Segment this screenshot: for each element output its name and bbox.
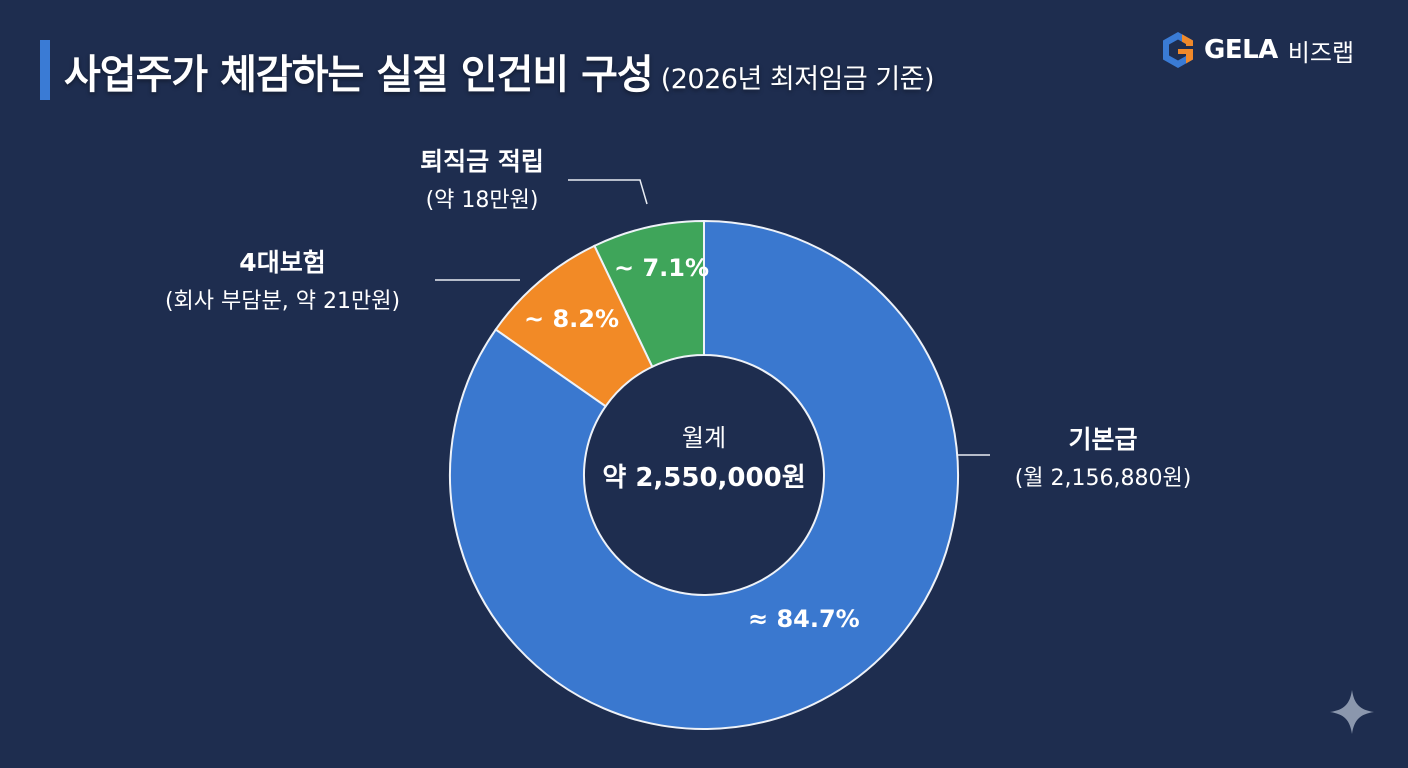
brand-name: GELA [1204, 35, 1278, 65]
center-label: 월계 [681, 424, 727, 452]
title-text: 사업주가 체감하는 실질 인건비 구성 [64, 52, 654, 98]
donut-center: 월계 약 2,550,000원 [584, 418, 824, 494]
donut-slice [449, 219, 959, 730]
title-subtitle: (2026년 최저임금 기준) [660, 64, 935, 95]
label-insurance-name: 4대보험 [239, 248, 326, 277]
label-base-pay: 기본급 (월 2,156,880원) [998, 420, 1208, 492]
label-retirement-detail: (약 18만원) [425, 188, 539, 213]
hexagon-g-logo-icon [1163, 32, 1193, 68]
brand-name-korean: 비즈랩 [1287, 38, 1355, 67]
label-insurance-detail: (회사 부담분, 약 21만원) [164, 289, 401, 314]
sparkle-icon [1330, 690, 1374, 734]
label-retirement-name: 퇴직금 적립 [420, 147, 544, 176]
leader-line-retirement [568, 179, 648, 205]
center-total: 약 2,550,000원 [602, 463, 806, 493]
percent-insurance: ~ 8.2% [524, 305, 620, 333]
label-insurance: 4대보험 (회사 부담분, 약 21만원) [130, 243, 435, 315]
percent-base-pay: ≈ 84.7% [748, 605, 860, 633]
percent-retirement: ~ 7.1% [614, 254, 710, 282]
title-accent-bar [40, 40, 50, 100]
label-base-pay-name: 기본급 [1068, 425, 1138, 454]
brand-logo: GELA 비즈랩 [1160, 30, 1354, 70]
label-retirement: 퇴직금 적립 (약 18만원) [392, 142, 572, 214]
label-base-pay-detail: (월 2,156,880원) [1014, 466, 1192, 491]
page-title: 사업주가 체감하는 실질 인건비 구성 (2026년 최저임금 기준) [64, 42, 935, 100]
